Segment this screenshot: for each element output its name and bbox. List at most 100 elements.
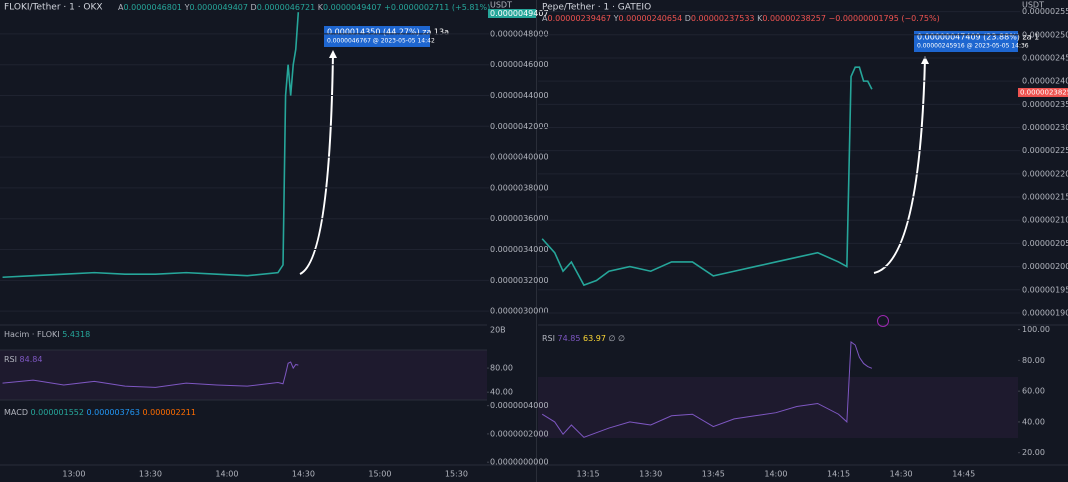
label: A [542, 14, 548, 23]
value: 0.000002211 [143, 408, 196, 417]
change: −0.00000001795 (−0.75%) [828, 14, 939, 23]
value: 0.0000049407 [323, 3, 382, 12]
last-price: 0.00000238257 [1020, 89, 1068, 97]
value: 0.00000240654 [619, 14, 683, 23]
ohlc: A0.00000239467 Y0.00000240654 D0.0000023… [542, 14, 940, 23]
y-tick-label: 0.0000032000 [490, 276, 549, 285]
y-tick-label: 0.00000225000 [1022, 146, 1068, 155]
value: 5.4318 [62, 330, 90, 339]
label: K [318, 3, 324, 12]
label: RSI [4, 355, 17, 364]
value: ∅ ∅ [608, 334, 625, 343]
value: 74.85 [558, 334, 581, 343]
symbol: Pepe/Tether · 1 · GATEIO [542, 3, 651, 13]
x-tick-label: 15:00 [368, 470, 391, 479]
y-tick-label: 80.00 [490, 364, 513, 373]
rsi-band [538, 377, 1018, 438]
currency: USDT [1022, 1, 1044, 10]
y-tick-label: 0.00000190000 [1022, 308, 1068, 317]
x-tick-label: 13:30 [639, 470, 662, 479]
y-tick-label: 0.00000220000 [1022, 169, 1068, 178]
label: D [685, 14, 691, 23]
y-tick-label: 0.0000000000 [490, 458, 549, 467]
arrow [299, 51, 334, 275]
annotation-box [914, 31, 1018, 52]
y-tick-label: 0.00000235000 [1022, 100, 1068, 109]
y-tick-label: 0.00000230000 [1022, 123, 1068, 132]
volume-tick: 20B [490, 326, 506, 335]
value: 0.00000238257 [762, 14, 826, 23]
macd-label: MACD 0.000001552 0.000003763 0.000002211 [4, 408, 196, 417]
series-line [2, 12, 300, 279]
rsi-label: RSI 84.84 [4, 355, 42, 364]
y-tick-label: 80.00 [1022, 356, 1045, 365]
x-tick-label: 14:00 [215, 470, 238, 479]
y-tick-label: 0.00000205000 [1022, 239, 1068, 248]
x-tick-label: 15:30 [445, 470, 468, 479]
x-tick-label: 14:00 [764, 470, 787, 479]
y-tick-label: 0.00000200000 [1022, 262, 1068, 271]
value: 0.000003763 [87, 408, 140, 417]
y-tick-label: 0.00000240000 [1022, 77, 1068, 86]
currency: USDT [490, 1, 512, 10]
ohlc: A0.0000046801 Y0.0000049407 D0.000004672… [118, 3, 490, 12]
event-icon[interactable] [877, 315, 889, 327]
arrow-head [921, 56, 929, 64]
change: +0.0000002711 (+5.81%) [384, 3, 490, 12]
arrow-head [329, 50, 337, 58]
label: D [251, 3, 257, 12]
price-tag [1018, 88, 1068, 97]
annotation-box [324, 26, 430, 47]
label: Hacim · FLOKI [4, 330, 60, 339]
value: 0.00000239467 [547, 14, 611, 23]
y-tick-label: 0.0000040000 [490, 153, 549, 162]
series-line [541, 340, 873, 438]
y-tick-label: 0.00000255000 [1022, 7, 1068, 16]
series-line [2, 361, 299, 388]
value: 0.0000049407 [189, 3, 248, 12]
y-tick-label: 0.0000004000 [490, 401, 549, 410]
volume-label: Hacim · FLOKI 5.4318 [4, 330, 90, 339]
value: 84.84 [20, 355, 43, 364]
label: MACD [4, 408, 28, 417]
rsi-label: RSI 74.85 63.97 ∅ ∅ [542, 334, 625, 343]
label: Y [184, 3, 190, 12]
x-tick-label: 14:30 [292, 470, 315, 479]
x-tick-label: 14:30 [890, 470, 913, 479]
annotation: 0.00000047409 (23.88%) za 1 [917, 33, 1039, 42]
y-tick-label: 0.0000034000 [490, 245, 549, 254]
x-tick-label: 13:45 [702, 470, 725, 479]
y-tick-label: 100.00 [1022, 325, 1050, 334]
y-tick-label: 0.0000036000 [490, 214, 549, 223]
y-tick-label: 0.00000195000 [1022, 285, 1068, 294]
x-tick-label: 13:15 [577, 470, 600, 479]
y-tick-label: 0.00000210000 [1022, 216, 1068, 225]
label: Y [613, 14, 619, 23]
x-tick-label: 14:45 [952, 470, 975, 479]
label: K [757, 14, 763, 23]
y-tick-label: 0.0000042000 [490, 122, 549, 131]
rsi-band [0, 350, 487, 400]
y-tick-label: 40.00 [1022, 417, 1045, 426]
y-tick-label: 0.0000046000 [490, 60, 549, 69]
arrow [873, 57, 926, 274]
label: A [118, 3, 124, 12]
value: 0.0000046721 [257, 3, 316, 12]
value: 0.00000237533 [691, 14, 755, 23]
symbol: FLOKI/Tether · 1 · OKX [4, 3, 103, 13]
price-tag [488, 9, 536, 18]
y-tick-label: 0.00000215000 [1022, 193, 1068, 202]
y-tick-label: 0.00000250000 [1022, 30, 1068, 39]
y-tick-label: 0.0000048000 [490, 29, 549, 38]
x-tick-label: 13:00 [62, 470, 85, 479]
annotation: 0.00000245916 @ 2023-05-05 14:36 [917, 43, 1029, 50]
y-tick-label: 0.00000245000 [1022, 53, 1068, 62]
value: 0.0000046801 [123, 3, 182, 12]
y-tick-label: 0.0000044000 [490, 91, 549, 100]
y-tick-label: 0.0000002000 [490, 429, 549, 438]
y-tick-label: 60.00 [1022, 387, 1045, 396]
last-price: 0.0000049407 [490, 9, 549, 18]
annotation: 0.0000046767 @ 2023-05-05 14:42 [327, 38, 435, 45]
annotation: 0.000014350 (44.27%) za 13a [327, 28, 449, 37]
